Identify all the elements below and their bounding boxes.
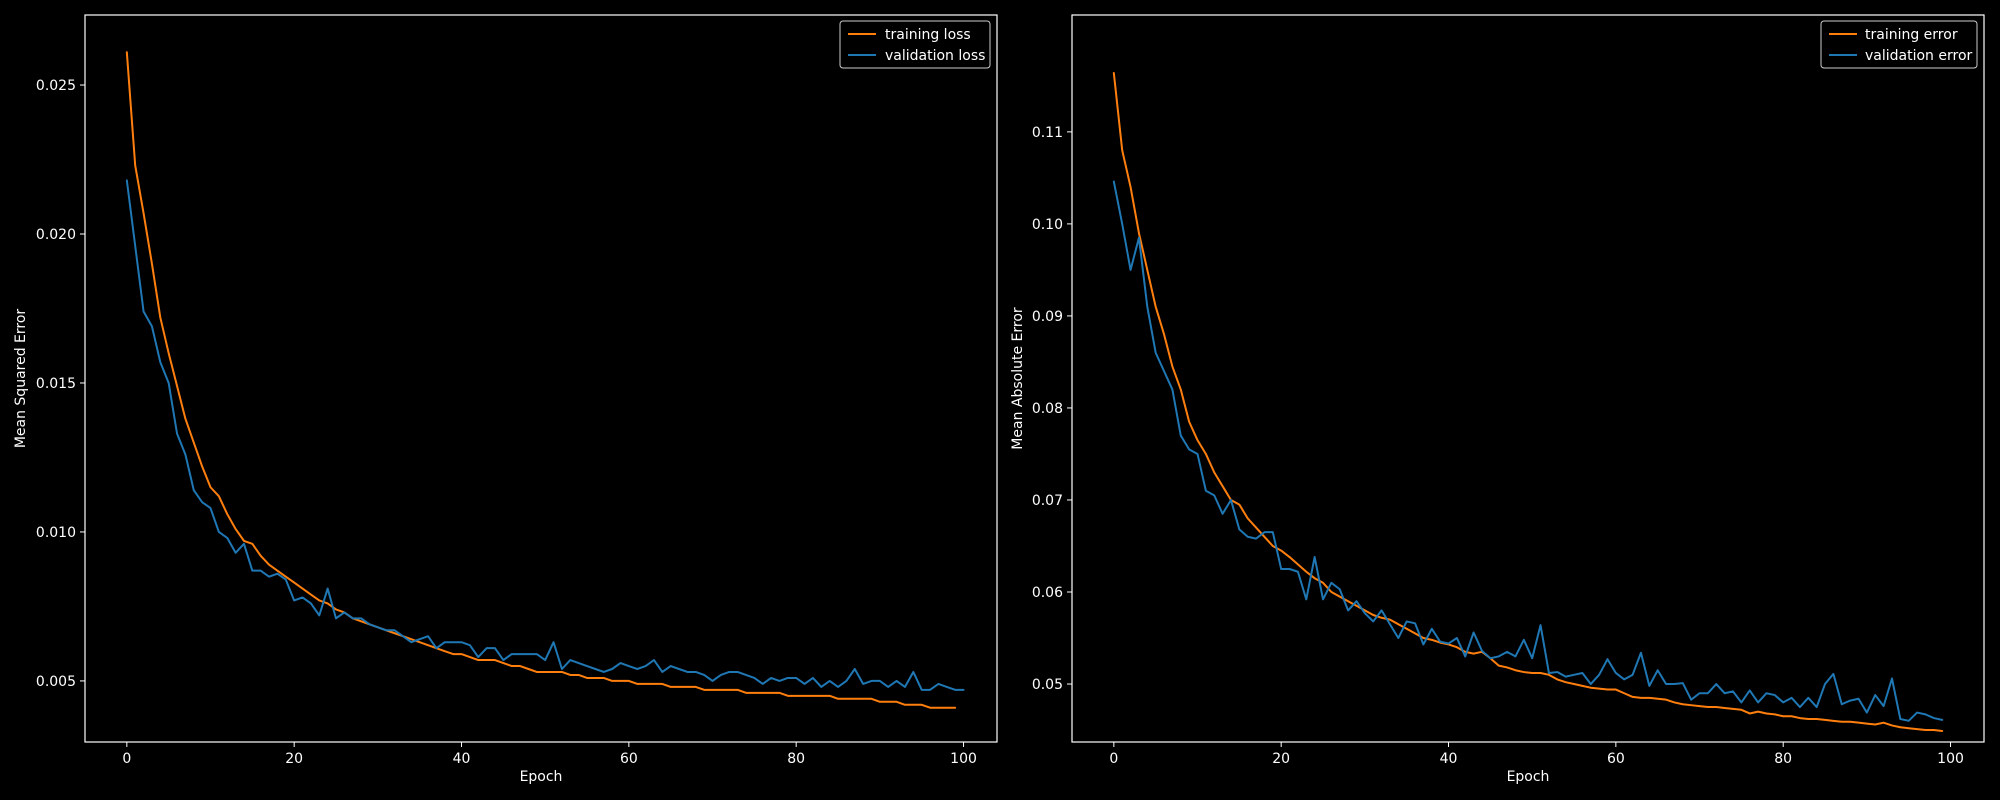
mae-y-ticks: 0.05 0.06 0.07 0.08 0.09 0.10 0.11 — [1032, 125, 1072, 693]
mse-x-tick-label: 40 — [453, 751, 471, 767]
mse-x-tick-label: 60 — [620, 751, 638, 767]
mae-x-ticks: 0 20 40 60 80 100 — [1109, 742, 1964, 767]
mae-x-tick-label: 100 — [1937, 751, 1964, 767]
mse-x-tick-label: 80 — [787, 751, 805, 767]
mse-x-tick-label: 20 — [285, 751, 303, 767]
mae-series-line-validation — [1112, 180, 1944, 722]
mae-legend-label-validation: validation error — [1865, 48, 1973, 64]
mae-legend: training error validation error — [1820, 20, 1978, 69]
mae-x-axis-label: Epoch — [1507, 769, 1550, 785]
mse-chart: 0 20 40 60 80 100 0.005 0.010 0.015 0.020 0.025 E… — [13, 14, 998, 785]
mse-y-tick-label: 0.010 — [36, 525, 76, 541]
mse-x-ticks: 0 20 40 60 80 100 — [122, 742, 977, 767]
mae-series-line-training — [1112, 71, 1944, 732]
mse-y-axis-label: Mean Squared Error — [13, 309, 29, 449]
mae-plot-area — [1112, 71, 1944, 732]
mae-y-tick-label: 0.06 — [1032, 585, 1063, 601]
mse-axes-frame — [84, 14, 998, 743]
mse-y-tick-label: 0.025 — [36, 78, 76, 94]
mse-legend: training loss validation loss — [839, 20, 991, 69]
mae-x-tick-label: 60 — [1607, 751, 1625, 767]
mae-y-tick-label: 0.07 — [1032, 493, 1063, 509]
mae-y-tick-label: 0.10 — [1032, 217, 1063, 233]
mse-y-tick-label: 0.015 — [36, 376, 76, 392]
mse-legend-box — [839, 20, 991, 69]
mae-legend-box — [1820, 20, 1978, 69]
mae-chart: 0 20 40 60 80 100 0.05 0.06 0.07 0.08 0.09 0.10 0.1… — [1010, 14, 1985, 785]
mae-legend-label-training: training error — [1865, 27, 1958, 43]
mae-y-tick-label: 0.11 — [1032, 125, 1063, 141]
mse-legend-label-validation: validation loss — [885, 48, 985, 64]
mae-y-tick-label: 0.09 — [1032, 309, 1063, 325]
mse-y-tick-label: 0.005 — [36, 674, 76, 690]
mae-axes-frame — [1071, 14, 1985, 743]
mse-legend-label-training: training loss — [885, 27, 971, 43]
mse-y-tick-label: 0.020 — [36, 227, 76, 243]
mae-x-tick-label: 40 — [1440, 751, 1458, 767]
mse-series-line-training — [125, 51, 957, 709]
mae-x-tick-label: 20 — [1272, 751, 1290, 767]
mse-x-axis-label: Epoch — [520, 769, 563, 785]
mae-x-tick-label: 80 — [1774, 751, 1792, 767]
mse-plot-area — [125, 51, 965, 709]
mse-x-tick-label: 0 — [122, 751, 131, 767]
mae-y-tick-label: 0.05 — [1032, 677, 1063, 693]
mae-y-tick-label: 0.08 — [1032, 401, 1063, 417]
mae-y-axis-label: Mean Absolute Error — [1010, 307, 1026, 450]
mae-x-tick-label: 0 — [1109, 751, 1118, 767]
mse-x-tick-label: 100 — [950, 751, 977, 767]
mse-series-line-validation — [125, 179, 965, 691]
mse-y-ticks: 0.005 0.010 0.015 0.020 0.025 — [36, 78, 85, 690]
